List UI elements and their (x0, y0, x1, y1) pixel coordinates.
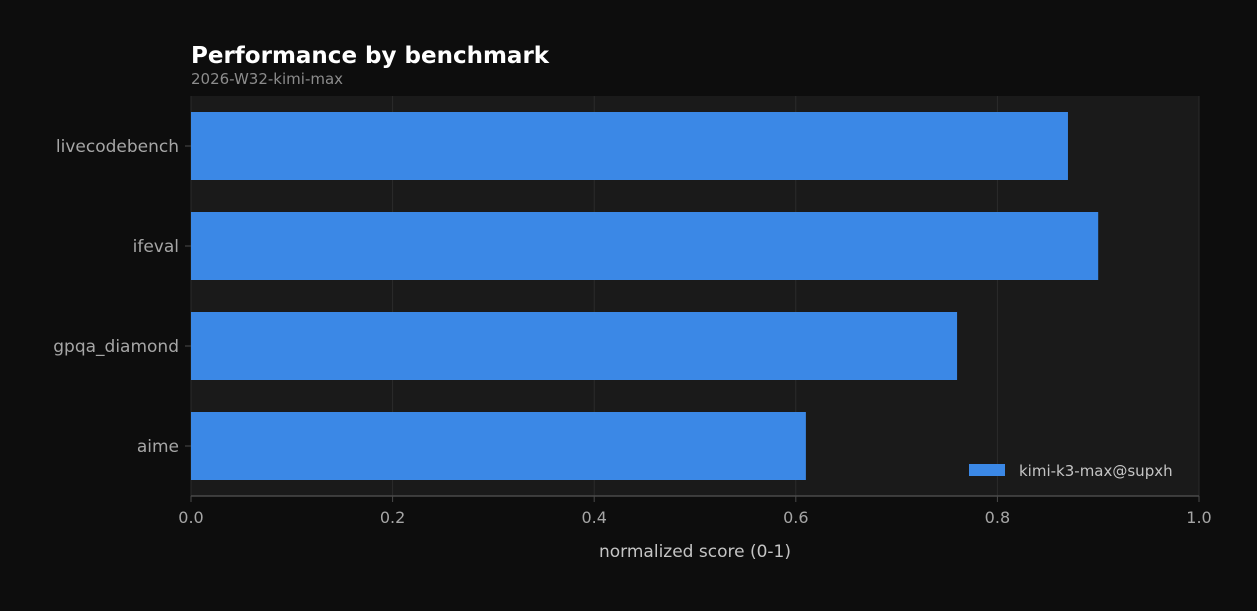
x-axis-label: normalized score (0-1) (599, 542, 791, 562)
y-tick-label: livecodebench (56, 137, 179, 157)
bars (191, 112, 1099, 480)
chart-title: Performance by benchmark (191, 43, 550, 69)
x-tick-label: 1.0 (1186, 508, 1211, 527)
bar-gpqa_diamond (191, 312, 958, 380)
chart-subtitle: 2026-W32-kimi-max (191, 70, 343, 88)
bar-aime (191, 412, 806, 480)
legend-swatch (969, 464, 1005, 476)
legend-label: kimi-k3-max@supxh (1019, 462, 1173, 480)
bar-ifeval (191, 212, 1099, 280)
legend: kimi-k3-max@supxh (969, 462, 1173, 480)
y-tick-label: gpqa_diamond (53, 337, 179, 357)
y-tick-label: ifeval (133, 237, 179, 257)
x-axis-ticks: 0.0 0.2 0.4 0.6 0.8 1.0 (178, 496, 1212, 527)
x-tick-label: 0.2 (380, 508, 405, 527)
x-tick-label: 0.6 (783, 508, 808, 527)
x-tick-label: 0.4 (581, 508, 606, 527)
x-tick-label: 0.0 (178, 508, 203, 527)
bar-livecodebench (191, 112, 1068, 180)
y-tick-label: aime (137, 437, 179, 457)
x-tick-label: 0.8 (985, 508, 1010, 527)
